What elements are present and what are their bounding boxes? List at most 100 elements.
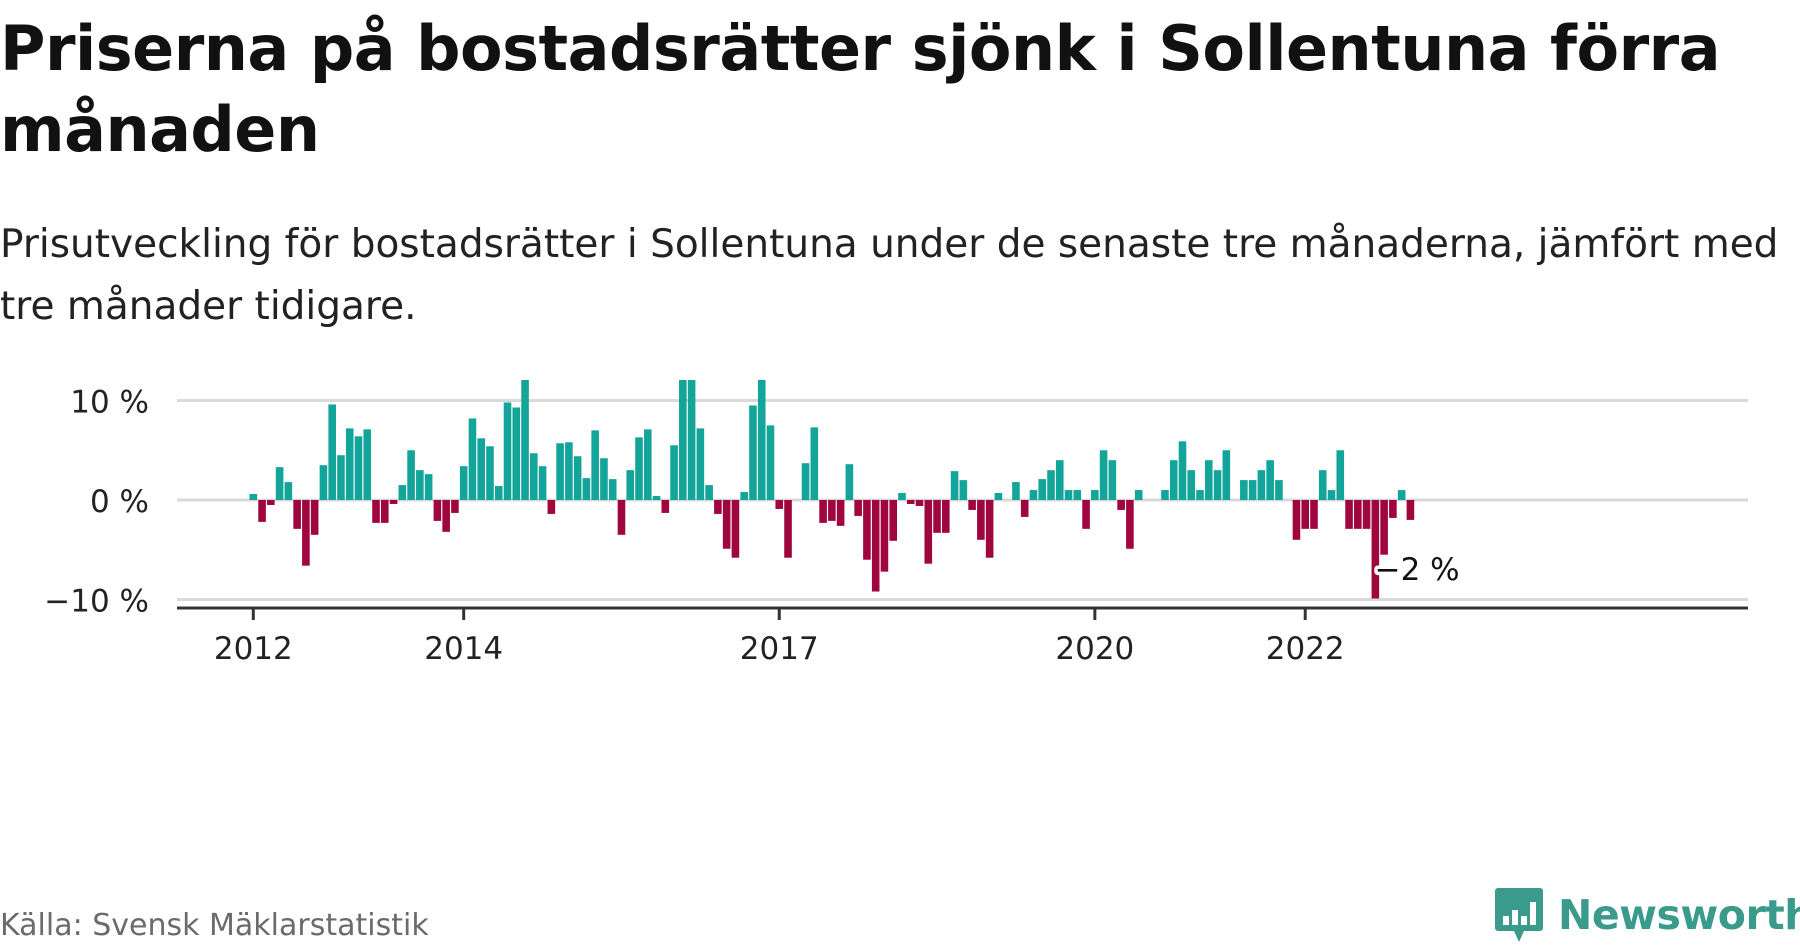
bar-2022-07 xyxy=(1354,500,1362,529)
bar-2015-08 xyxy=(626,470,635,500)
bar-2013-09 xyxy=(424,474,433,500)
bar-2013-10 xyxy=(433,500,442,521)
bar-2018-08 xyxy=(942,500,950,533)
bar-2019-09 xyxy=(1055,460,1064,500)
y-tick-label: 0 % xyxy=(90,484,149,520)
bar-2016-05 xyxy=(705,485,713,500)
bar-2016-10 xyxy=(749,405,757,500)
bar-2023-01 xyxy=(1406,500,1415,520)
bar-2013-01 xyxy=(354,436,363,500)
bar-2013-02 xyxy=(363,429,372,500)
bar-2017-07 xyxy=(828,500,836,521)
bar-2017-05 xyxy=(810,427,819,500)
bar-2012-01 xyxy=(249,494,258,500)
bar-2020-06 xyxy=(1134,490,1143,500)
bar-2016-11 xyxy=(757,380,766,500)
bar-2020-11 xyxy=(1178,441,1187,500)
bar-2021-03 xyxy=(1213,470,1222,500)
bar-2016-12 xyxy=(766,425,775,501)
bar-2020-12 xyxy=(1187,470,1196,500)
bar-2021-02 xyxy=(1204,460,1213,500)
bar-2014-05 xyxy=(494,486,503,500)
bar-2022-12 xyxy=(1397,490,1406,500)
bar-2019-07 xyxy=(1038,479,1047,500)
bar-2015-09 xyxy=(635,437,643,500)
bar-2014-11 xyxy=(547,500,556,514)
bar-2020-01 xyxy=(1091,490,1099,500)
bar-2013-04 xyxy=(380,500,389,523)
bar-2015-06 xyxy=(608,479,617,500)
bar-2015-04 xyxy=(591,430,599,500)
bar-2022-10 xyxy=(1380,500,1388,555)
bar-2017-09 xyxy=(845,464,854,500)
bar-2018-05 xyxy=(915,500,924,506)
bar-2014-04 xyxy=(486,446,494,500)
bar-2012-02 xyxy=(258,500,266,522)
bar-2016-04 xyxy=(696,428,705,500)
bar-2018-03 xyxy=(898,493,906,500)
bar-2018-10 xyxy=(959,480,968,500)
bar-2019-12 xyxy=(1082,500,1090,529)
bar-2021-04 xyxy=(1222,450,1231,500)
bar-2012-05 xyxy=(284,482,293,500)
chart-subtitle: Prisutveckling för bostadsrätter i Solle… xyxy=(0,222,1779,329)
bar-2014-09 xyxy=(530,453,538,500)
bar-2013-06 xyxy=(398,485,407,500)
bar-2019-08 xyxy=(1047,470,1055,500)
x-tick-label: 2014 xyxy=(424,631,503,667)
bar-2014-07 xyxy=(512,407,521,500)
x-tick-label: 2017 xyxy=(740,631,819,667)
bar-2019-05 xyxy=(1020,500,1029,517)
bar-2014-10 xyxy=(538,466,547,500)
bar-chart: 10 % 0 % −10 % 2012 2014 2017 2020 2022 −2 % xyxy=(44,380,1748,668)
bar-2015-02 xyxy=(573,456,582,500)
bar-2019-04 xyxy=(1012,482,1020,500)
bar-2018-02 xyxy=(889,500,898,541)
bar-2012-08 xyxy=(310,500,319,535)
bar-2016-09 xyxy=(740,492,748,500)
bar-2012-04 xyxy=(275,467,284,500)
bar-2022-11 xyxy=(1389,500,1397,518)
bar-2022-03 xyxy=(1318,470,1327,500)
bar-2012-12 xyxy=(345,428,354,500)
bar-2012-09 xyxy=(319,465,328,500)
bar-2015-12 xyxy=(661,500,670,513)
bar-2013-12 xyxy=(451,500,459,513)
bar-2019-11 xyxy=(1073,490,1082,500)
bar-2020-02 xyxy=(1099,450,1108,500)
labels: 10 % 0 % −10 % 2012 2014 2017 2020 2022 −2 % xyxy=(44,385,1463,668)
bar-2021-12 xyxy=(1292,500,1301,540)
bar-2022-04 xyxy=(1327,490,1336,500)
bar-2019-01 xyxy=(985,500,994,558)
bar-2014-06 xyxy=(503,402,512,500)
bar-2017-08 xyxy=(836,500,845,526)
bar-2020-04 xyxy=(1117,500,1125,510)
newsworthy-logo: Newsworthy xyxy=(1494,885,1800,945)
bar-2017-12 xyxy=(871,500,880,592)
bar-2018-12 xyxy=(977,500,985,540)
bar-2020-10 xyxy=(1169,460,1178,500)
bar-2017-02 xyxy=(784,500,792,558)
bar-2018-09 xyxy=(950,471,959,500)
last-value-label: −2 % xyxy=(1375,552,1460,588)
bar-2021-09 xyxy=(1266,460,1274,500)
bar-2021-06 xyxy=(1240,480,1248,500)
bar-2013-08 xyxy=(416,470,424,500)
bar-2015-03 xyxy=(582,478,591,500)
bar-2012-11 xyxy=(337,455,345,500)
bar-2021-08 xyxy=(1257,470,1266,500)
bar-2018-01 xyxy=(880,500,889,572)
bar-2018-06 xyxy=(924,500,933,564)
bar-2020-09 xyxy=(1161,490,1169,500)
bar-2022-09 xyxy=(1371,500,1380,599)
y-tick-label: −10 % xyxy=(44,584,149,620)
bar-2012-07 xyxy=(302,500,310,566)
bars xyxy=(249,380,1415,599)
bar-2014-01 xyxy=(459,466,468,500)
bar-2016-02 xyxy=(679,380,687,500)
bar-2022-01 xyxy=(1301,500,1310,529)
bar-2022-05 xyxy=(1336,450,1345,500)
bar-2019-02 xyxy=(994,493,1003,500)
bar-2015-05 xyxy=(600,458,608,500)
x-tick-label: 2020 xyxy=(1055,631,1134,667)
